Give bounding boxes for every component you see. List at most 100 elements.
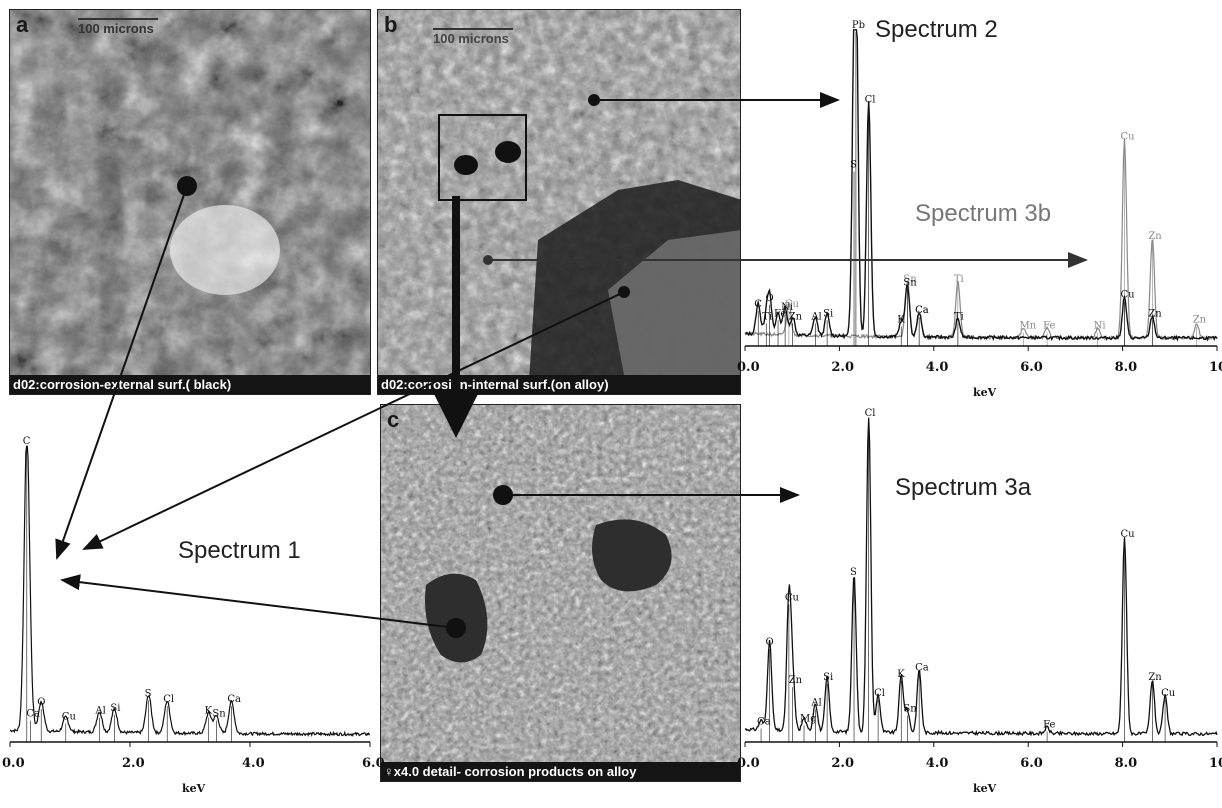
panel-a-micrograph: a 100 microns d02:corrosion-external sur… <box>9 9 371 395</box>
x-tick-label: 10.0 <box>1209 756 1222 771</box>
x-tick-label: 2.0 <box>831 360 854 375</box>
peak-label: K <box>205 706 213 717</box>
x-tick-label: 0.0 <box>737 756 760 771</box>
peak-label: Ti <box>954 274 964 285</box>
peak-label: Al <box>810 697 821 708</box>
peak-label: Fe <box>1043 720 1055 731</box>
peak-label: Fe <box>774 308 786 319</box>
peak-label: Ni <box>1094 321 1106 332</box>
peak-label: Cu <box>1120 132 1135 143</box>
peak-label: Mg <box>800 713 817 724</box>
x-tick-label: 6.0 <box>1020 756 1043 771</box>
peak-label: C <box>754 299 762 310</box>
panel-c-micrograph: c ♀x4.0 detail- corrosion products on al… <box>380 404 741 782</box>
peak-label: Ni <box>781 302 793 313</box>
x-tick-label: 6.0 <box>1020 360 1043 375</box>
x-tick-label: 4.0 <box>926 360 949 375</box>
peak-label: C <box>23 436 31 447</box>
peak-label: Ca <box>915 305 929 316</box>
panel-b-texture <box>378 10 740 394</box>
x-tick-label: 4.0 <box>926 756 949 771</box>
peak-label: Cu <box>785 592 800 603</box>
peak-label: Al <box>94 706 105 717</box>
peak-label: Cl <box>865 408 876 419</box>
peak-label: Al <box>810 311 821 322</box>
peak-label: Si <box>823 672 833 683</box>
spectrum-line <box>744 138 1218 341</box>
panel-c-label: c <box>387 407 400 432</box>
peak-label: O <box>766 637 774 648</box>
peak-label: Cl <box>874 688 885 699</box>
panel-a-caption: d02:corrosion-external surf.( black) <box>10 375 370 394</box>
peak-label: Ti <box>954 311 964 322</box>
peak-label: Si <box>110 703 120 714</box>
x-tick-label: 6.0 <box>362 756 385 771</box>
spectrum-2-title: Spectrum 2 <box>875 16 998 43</box>
spectrum-line <box>744 417 1218 737</box>
peak-label: Ca <box>915 305 929 316</box>
peak-label: Ti <box>762 311 772 322</box>
spectrum-1-title: Spectrum 1 <box>178 537 301 564</box>
peak-label: Mn <box>1019 321 1036 332</box>
panel-c-texture <box>381 405 740 781</box>
peak-label: Sn <box>212 709 226 720</box>
panel-b-detail-box <box>438 114 527 201</box>
x-axis-label: keV <box>182 782 206 795</box>
peak-label: Pb <box>852 20 865 31</box>
panel-a-scalebar: 100 microns <box>78 14 158 36</box>
peak-label: Sn <box>903 704 917 715</box>
peak-label: Fe <box>1043 321 1055 332</box>
x-tick-label: 2.0 <box>831 756 854 771</box>
peak-label: Si <box>823 308 833 319</box>
panel-b-micrograph: b 100 microns d02:corrosion-internal sur… <box>377 9 741 395</box>
peak-label: Cu <box>1161 688 1176 699</box>
peak-label: Ca <box>26 709 40 720</box>
x-axis-label: keV <box>973 782 997 795</box>
peak-label: Cu <box>785 299 800 310</box>
x-tick-label: 0.0 <box>737 360 760 375</box>
peak-label: Cl <box>865 94 876 105</box>
peak-label: K <box>897 669 905 680</box>
spectrum-line <box>9 445 371 738</box>
arrow-b-to-spectrum-1 <box>82 291 625 550</box>
peak-label: Zn <box>1148 672 1162 683</box>
peak-label: Ca <box>757 716 771 727</box>
peak-label: Zn <box>789 311 803 322</box>
peak-label: Cu <box>62 712 77 723</box>
peak-label: Cl <box>163 694 174 705</box>
panel-a-label: a <box>16 12 29 37</box>
peak-label: S <box>850 567 857 578</box>
x-tick-label: 8.0 <box>1115 360 1138 375</box>
peak-label: K <box>897 315 905 326</box>
peak-label: Zn <box>789 675 803 686</box>
panel-b-label: b <box>384 12 398 37</box>
arrow-c-to-spectrum-1 <box>60 574 457 629</box>
x-tick-label: 8.0 <box>1115 756 1138 771</box>
peak-label: Zn <box>1148 308 1162 319</box>
x-tick-label: 0.0 <box>2 756 25 771</box>
peak-label: Ca <box>227 694 241 705</box>
peak-label: Cu <box>1120 290 1135 301</box>
peak-label: S <box>850 160 857 171</box>
x-axis-label: keV <box>973 386 997 399</box>
x-tick-label: 10.0 <box>1209 360 1222 375</box>
peak-label: Zn <box>1193 315 1207 326</box>
peak-label: Zn <box>1148 231 1162 242</box>
peak-label: O <box>766 293 774 304</box>
peak-label: O <box>37 697 45 708</box>
panel-c-caption: ♀x4.0 detail- corrosion products on allo… <box>381 762 740 781</box>
x-tick-label: 4.0 <box>242 756 265 771</box>
peak-label: Cu <box>1120 529 1135 540</box>
spectrum-3b-title: Spectrum 3b <box>915 200 1052 227</box>
peak-label: Sn <box>903 274 917 285</box>
panel-b-scalebar: 100 microns <box>433 24 513 46</box>
spectrum-3a-title: Spectrum 3a <box>895 474 1032 501</box>
spectrum-3a-chart: O Ca Cu Zn Mg Al Si S Cl Cl K Sn Ca Fe Cu Zn Cu 0.0 2.0 4.0… <box>737 408 1222 795</box>
x-tick-label: 2.0 <box>122 756 145 771</box>
spectrum-line <box>744 29 1218 342</box>
peak-label: Ca <box>915 662 929 673</box>
arrow-a-to-spectrum-1 <box>55 185 188 560</box>
